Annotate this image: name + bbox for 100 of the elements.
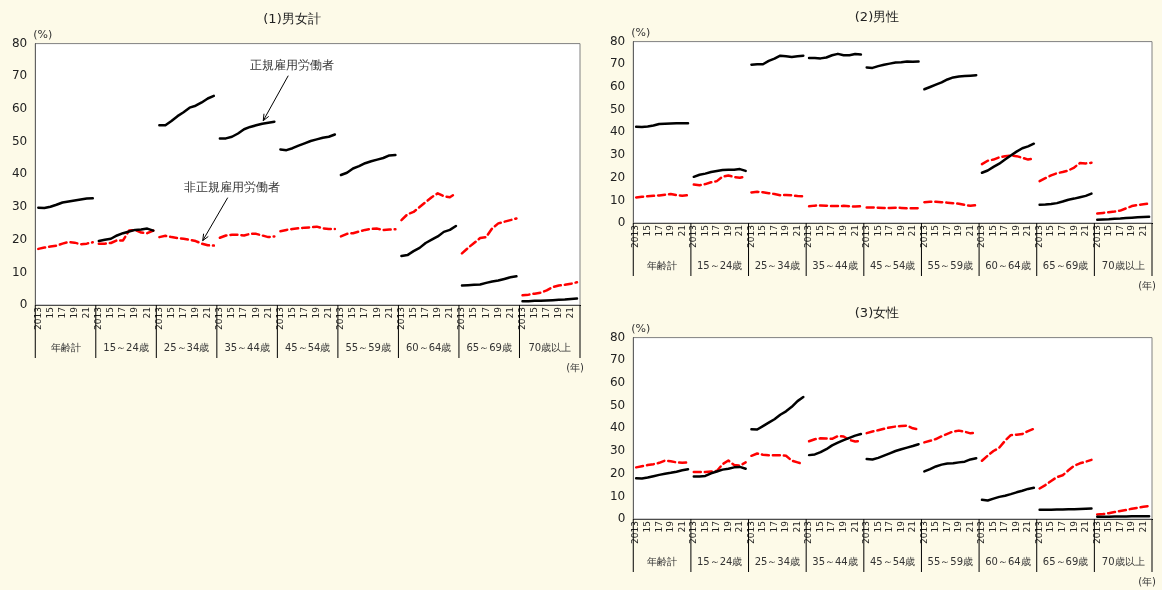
x-tick-label: 17: [768, 225, 779, 237]
y-tick-label: 60: [11, 101, 28, 116]
y-axis-title: (%): [631, 321, 651, 335]
x-tick-label: 2013: [1033, 225, 1044, 248]
x-tick-label: 19: [1068, 224, 1079, 237]
x-tick-label: 17: [941, 225, 952, 237]
y-tick-label: 60: [609, 375, 626, 390]
x-tick-label: 2013: [630, 521, 641, 544]
text: 非正規雇用労働者: [183, 179, 280, 194]
x-tick-label: 17: [941, 521, 952, 533]
text: 45～54歳: [869, 555, 916, 567]
x-tick-label: 21: [791, 225, 802, 237]
x-tick-label: 21: [202, 307, 213, 319]
x-tick-label: 2013: [976, 521, 987, 544]
x-tick-label: 17: [1114, 521, 1125, 533]
y-tick-label: 30: [11, 199, 28, 214]
x-tick-label: 15: [1045, 521, 1056, 533]
x-tick-label: 19: [895, 520, 906, 533]
x-tick-label: 17: [298, 307, 309, 319]
x-axis-title: (年): [1138, 279, 1157, 291]
x-tick-label: 17: [653, 521, 664, 533]
x-tick-label: 15: [642, 521, 653, 533]
x-tick-label: 21: [734, 521, 745, 533]
x-tick-label: 15: [930, 521, 941, 533]
x-tick-label: 2013: [688, 225, 699, 248]
x-tick-label: 17: [826, 225, 837, 237]
x-tick-label: 21: [565, 307, 576, 319]
x-tick-label: 21: [849, 225, 860, 237]
x-tick-label: 21: [849, 521, 860, 533]
x-tick-label: 17: [711, 521, 722, 533]
x-tick-label: 21: [734, 225, 745, 237]
text: 25～34歳: [754, 259, 801, 271]
x-tick-label: 2013: [32, 307, 43, 330]
x-tick-label: 2013: [745, 521, 756, 544]
x-tick-label: 21: [444, 307, 455, 319]
text: 65～69歳: [1042, 259, 1089, 271]
x-tick-label: 19: [837, 520, 848, 533]
x-tick-label: 2013: [861, 521, 872, 544]
x-tick-label: 21: [1080, 521, 1091, 533]
y-tick-label: 30: [609, 147, 626, 162]
text: 15～24歳: [697, 259, 743, 271]
x-tick-label: 21: [676, 521, 687, 533]
x-tick-label: 19: [837, 224, 848, 237]
x-tick-label: 19: [68, 306, 79, 319]
y-tick-label: 10: [609, 488, 626, 503]
x-tick-label: 2013: [861, 225, 872, 248]
x-tick-label: 17: [56, 307, 67, 319]
y-tick-label: 20: [609, 169, 626, 184]
x-tick-label: 21: [791, 521, 802, 533]
x-tick-label: 21: [141, 307, 152, 319]
x-tick-label: 15: [1103, 225, 1114, 237]
x-tick-label: 21: [262, 307, 273, 319]
x-tick-label: 17: [420, 307, 430, 319]
y-tick-label: 20: [11, 231, 28, 246]
text: 55～59歳: [927, 259, 973, 271]
x-tick-label: 15: [407, 307, 418, 319]
x-tick-label: 17: [711, 225, 722, 237]
x-tick-label: 2013: [456, 307, 467, 330]
y-tick-label: 30: [609, 443, 626, 458]
x-tick-label: 19: [1010, 520, 1021, 533]
text: 15～24歳: [697, 555, 743, 567]
x-tick-label: 19: [780, 224, 791, 237]
text: 55～59歳: [927, 555, 973, 567]
y-tick-label: 0: [19, 297, 28, 312]
y-tick-label: 50: [609, 101, 626, 116]
x-tick-label: 17: [480, 307, 491, 319]
text: 35～44歳: [812, 259, 858, 271]
x-tick-label: 15: [757, 521, 768, 533]
text: 15～24歳: [103, 341, 149, 353]
x-tick-label: 2013: [516, 307, 527, 330]
x-tick-label: 19: [190, 306, 201, 319]
y-tick-label: 40: [609, 420, 626, 435]
y-tick-label: 0: [617, 215, 626, 230]
x-tick-label: 2013: [918, 521, 929, 544]
x-tick-label: 17: [117, 307, 128, 319]
x-tick-label: 19: [953, 224, 964, 237]
x-tick-label: 15: [528, 307, 539, 319]
x-tick-label: 21: [907, 521, 918, 533]
x-tick-label: 2013: [976, 225, 987, 248]
y-tick-label: 50: [609, 397, 626, 412]
x-tick-label: 2013: [153, 307, 164, 330]
text: 65～69歳: [1042, 555, 1089, 567]
x-tick-label: 19: [665, 520, 676, 533]
y-tick-label: 70: [609, 56, 626, 71]
x-tick-label: 21: [1022, 521, 1033, 533]
x-tick-label: 17: [884, 225, 895, 237]
x-tick-label: 21: [964, 521, 975, 533]
x-tick-label: 17: [359, 307, 370, 319]
text: 35～44歳: [812, 555, 858, 567]
y-tick-label: 40: [609, 124, 626, 139]
x-tick-label: 17: [541, 307, 552, 319]
x-tick-label: 15: [699, 225, 710, 237]
x-tick-label: 2013: [688, 521, 699, 544]
x-tick-label: 17: [1114, 225, 1125, 237]
chart-title: (2)男性: [854, 9, 900, 25]
x-tick-label: 2013: [803, 225, 814, 248]
text: 55～59歳: [345, 341, 391, 353]
x-axis-title: (年): [566, 361, 585, 373]
x-tick-label: 2013: [274, 307, 285, 330]
text: 45～54歳: [284, 341, 331, 353]
